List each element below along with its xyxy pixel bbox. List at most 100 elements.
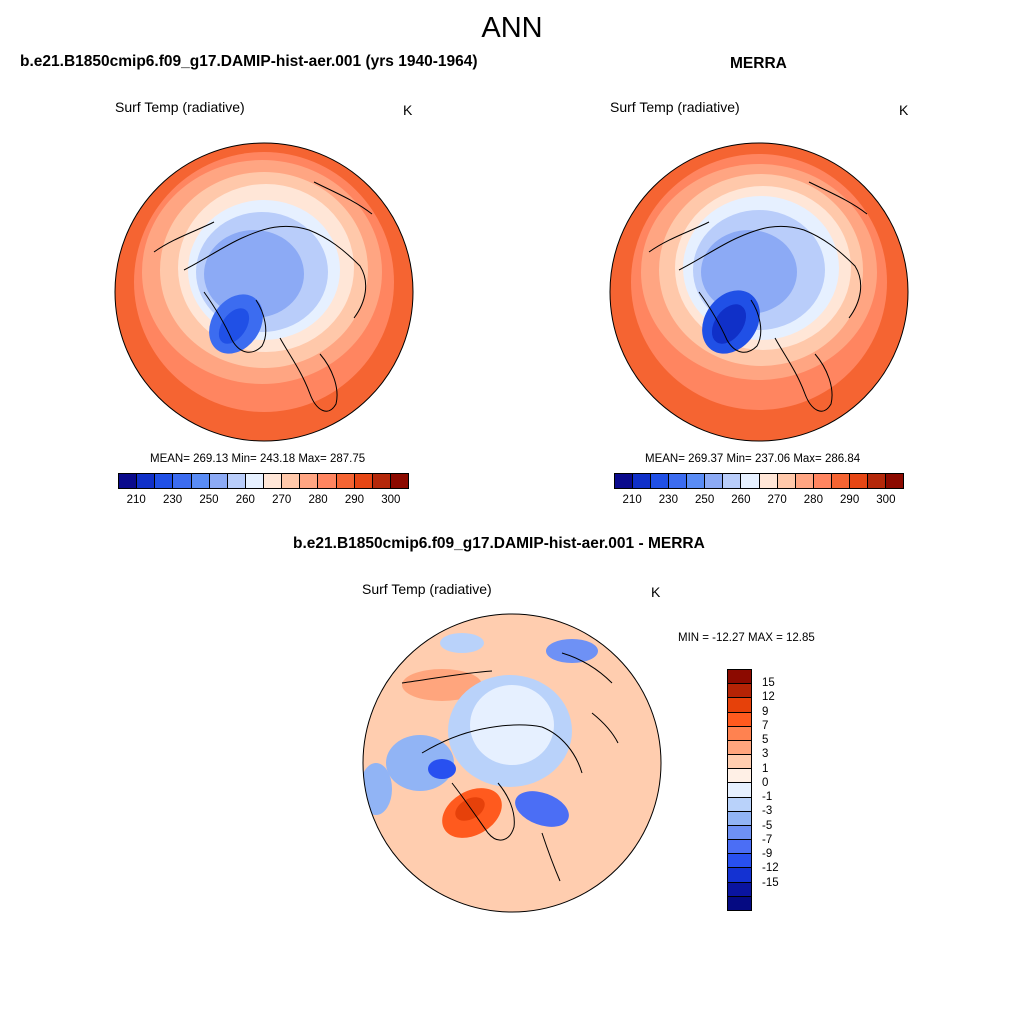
diff-colorbar-swatch bbox=[728, 868, 751, 883]
obs-colorbar-ticks: 210 230 250 260 270 280 290 300 bbox=[614, 494, 904, 508]
diff-colorbar-swatch bbox=[728, 896, 751, 910]
diff-colorbar-swatch bbox=[728, 684, 751, 699]
diff-colorbar-tick-label: 7 bbox=[762, 719, 769, 732]
model-field-greenland-core bbox=[218, 308, 250, 344]
diff-stats: MIN = -12.27 MAX = 12.85 bbox=[678, 632, 815, 644]
obs-colorbar-tick-label: 300 bbox=[876, 494, 896, 506]
diff-field-alaska-cool bbox=[440, 633, 484, 653]
obs-units-label: K bbox=[899, 102, 909, 118]
obs-colorbar-swatch bbox=[849, 474, 868, 488]
model-field-band-7 bbox=[204, 230, 304, 318]
model-colorbar-tick-label: 270 bbox=[272, 494, 292, 506]
diff-colorbar-tick-label: -1 bbox=[762, 791, 773, 804]
obs-colorbar-swatch bbox=[705, 474, 724, 488]
obs-colorbar-swatch bbox=[669, 474, 688, 488]
obs-colorbar-tick-label: 270 bbox=[767, 494, 787, 506]
model-colorbar-tick-label: 290 bbox=[344, 494, 365, 506]
model-units-label: K bbox=[403, 102, 413, 118]
diff-panel-title: b.e21.B1850cmip6.f09_g17.DAMIP-hist-aer.… bbox=[293, 535, 705, 552]
obs-field-band-7 bbox=[701, 230, 797, 314]
model-colorbar-swatch bbox=[155, 474, 174, 488]
diff-colorbar-swatch bbox=[728, 698, 751, 713]
model-variable-label: Surf Temp (radiative) bbox=[115, 99, 245, 115]
diff-colorbar bbox=[727, 669, 752, 911]
diff-colorbar-tick-label: 1 bbox=[762, 762, 769, 775]
obs-colorbar-tick-label: 250 bbox=[695, 494, 715, 506]
obs-colorbar-swatch bbox=[651, 474, 670, 488]
diff-variable-label: Surf Temp (radiative) bbox=[362, 581, 492, 597]
obs-colorbar-tick-label: 260 bbox=[731, 494, 751, 506]
diff-field-pacific-cool bbox=[546, 639, 598, 663]
diff-colorbar-swatch bbox=[728, 726, 751, 741]
model-colorbar-swatch bbox=[191, 474, 210, 488]
diff-colorbar-tick-label: 15 bbox=[762, 677, 775, 690]
obs-variable-label: Surf Temp (radiative) bbox=[610, 99, 740, 115]
model-colorbar-swatch bbox=[300, 474, 319, 488]
diff-field-greenland-warm-core bbox=[455, 797, 485, 821]
diff-colorbar-swatch bbox=[728, 811, 751, 826]
diff-units-label: K bbox=[651, 584, 661, 600]
obs-colorbar-swatch bbox=[759, 474, 778, 488]
model-colorbar-tick-label: 300 bbox=[381, 494, 401, 506]
diff-colorbar-swatch bbox=[728, 712, 751, 727]
diff-colorbar-swatch bbox=[728, 670, 751, 685]
model-colorbar-tick-label: 210 bbox=[126, 494, 146, 506]
diff-colorbar-tick-label: -5 bbox=[762, 819, 773, 832]
diff-colorbar-swatch bbox=[728, 840, 751, 855]
diff-colorbar-swatch bbox=[728, 854, 751, 869]
obs-colorbar-swatch bbox=[615, 474, 634, 488]
model-colorbar-swatch bbox=[264, 474, 283, 488]
model-colorbar-ticks: 210 230 250 260 270 280 290 300 bbox=[118, 494, 409, 508]
diff-colorbar-swatch bbox=[728, 783, 751, 798]
model-colorbar-tick-label: 260 bbox=[235, 494, 255, 506]
obs-colorbar-swatch bbox=[813, 474, 832, 488]
obs-field-greenland-core bbox=[711, 304, 747, 344]
model-stats: MEAN= 269.13 Min= 243.18 Max= 287.75 bbox=[150, 453, 366, 465]
obs-colorbar-swatch bbox=[723, 474, 742, 488]
obs-colorbar-tick-label: 230 bbox=[658, 494, 678, 506]
obs-coastline bbox=[648, 181, 868, 412]
model-colorbar-tick-label: 280 bbox=[308, 494, 328, 506]
obs-colorbar-swatch bbox=[741, 474, 760, 488]
obs-colorbar-swatch bbox=[831, 474, 850, 488]
obs-colorbar-tick-label: 290 bbox=[840, 494, 860, 506]
diff-colorbar-tick-label: 3 bbox=[762, 748, 769, 761]
diff-colorbar-swatch bbox=[728, 769, 751, 784]
obs-polar-map bbox=[609, 142, 909, 442]
diff-colorbar-tick-label: 5 bbox=[762, 734, 769, 747]
diff-colorbar-tick-label: -7 bbox=[762, 833, 773, 846]
obs-colorbar bbox=[614, 473, 904, 489]
model-colorbar-swatch bbox=[282, 474, 301, 488]
diff-colorbar-tick-label: 0 bbox=[762, 776, 769, 789]
diff-colorbar-tick-label: -9 bbox=[762, 848, 773, 861]
diff-colorbar-tick-label: -12 bbox=[762, 862, 779, 875]
model-panel-title: b.e21.B1850cmip6.f09_g17.DAMIP-hist-aer.… bbox=[20, 53, 478, 70]
diff-polar-map bbox=[362, 613, 662, 913]
figure-title: ANN bbox=[481, 12, 543, 44]
diff-colorbar-tick-label: 12 bbox=[762, 691, 775, 704]
model-colorbar-swatch bbox=[372, 474, 391, 488]
obs-colorbar-swatch bbox=[687, 474, 706, 488]
diff-field-siberia-cool bbox=[515, 791, 569, 827]
diff-colorbar-ticks: 15 12 9 7 5 3 1 0 -1 -3 -5 -7 -9 -12 -15 bbox=[762, 669, 792, 911]
obs-colorbar-tick-label: 210 bbox=[622, 494, 642, 506]
model-colorbar-swatch bbox=[209, 474, 228, 488]
diff-coastline bbox=[401, 652, 619, 882]
diff-colorbar-tick-label: 9 bbox=[762, 705, 769, 718]
diff-colorbar-swatch bbox=[728, 797, 751, 812]
model-colorbar-swatch bbox=[227, 474, 246, 488]
obs-panel-title: MERRA bbox=[730, 55, 787, 72]
diff-colorbar-swatch bbox=[728, 740, 751, 756]
diff-field-baffin bbox=[428, 759, 456, 779]
model-colorbar bbox=[118, 473, 409, 489]
obs-colorbar-swatch bbox=[867, 474, 886, 488]
model-colorbar-tick-label: 230 bbox=[162, 494, 183, 506]
model-colorbar-swatch bbox=[354, 474, 373, 488]
diff-colorbar-swatch bbox=[728, 755, 751, 770]
model-colorbar-swatch bbox=[336, 474, 355, 488]
diff-colorbar-tick-label: -15 bbox=[762, 876, 779, 889]
obs-colorbar-swatch bbox=[795, 474, 814, 488]
obs-colorbar-swatch bbox=[885, 474, 903, 488]
model-colorbar-swatch bbox=[245, 474, 264, 488]
model-colorbar-swatch bbox=[137, 474, 156, 488]
